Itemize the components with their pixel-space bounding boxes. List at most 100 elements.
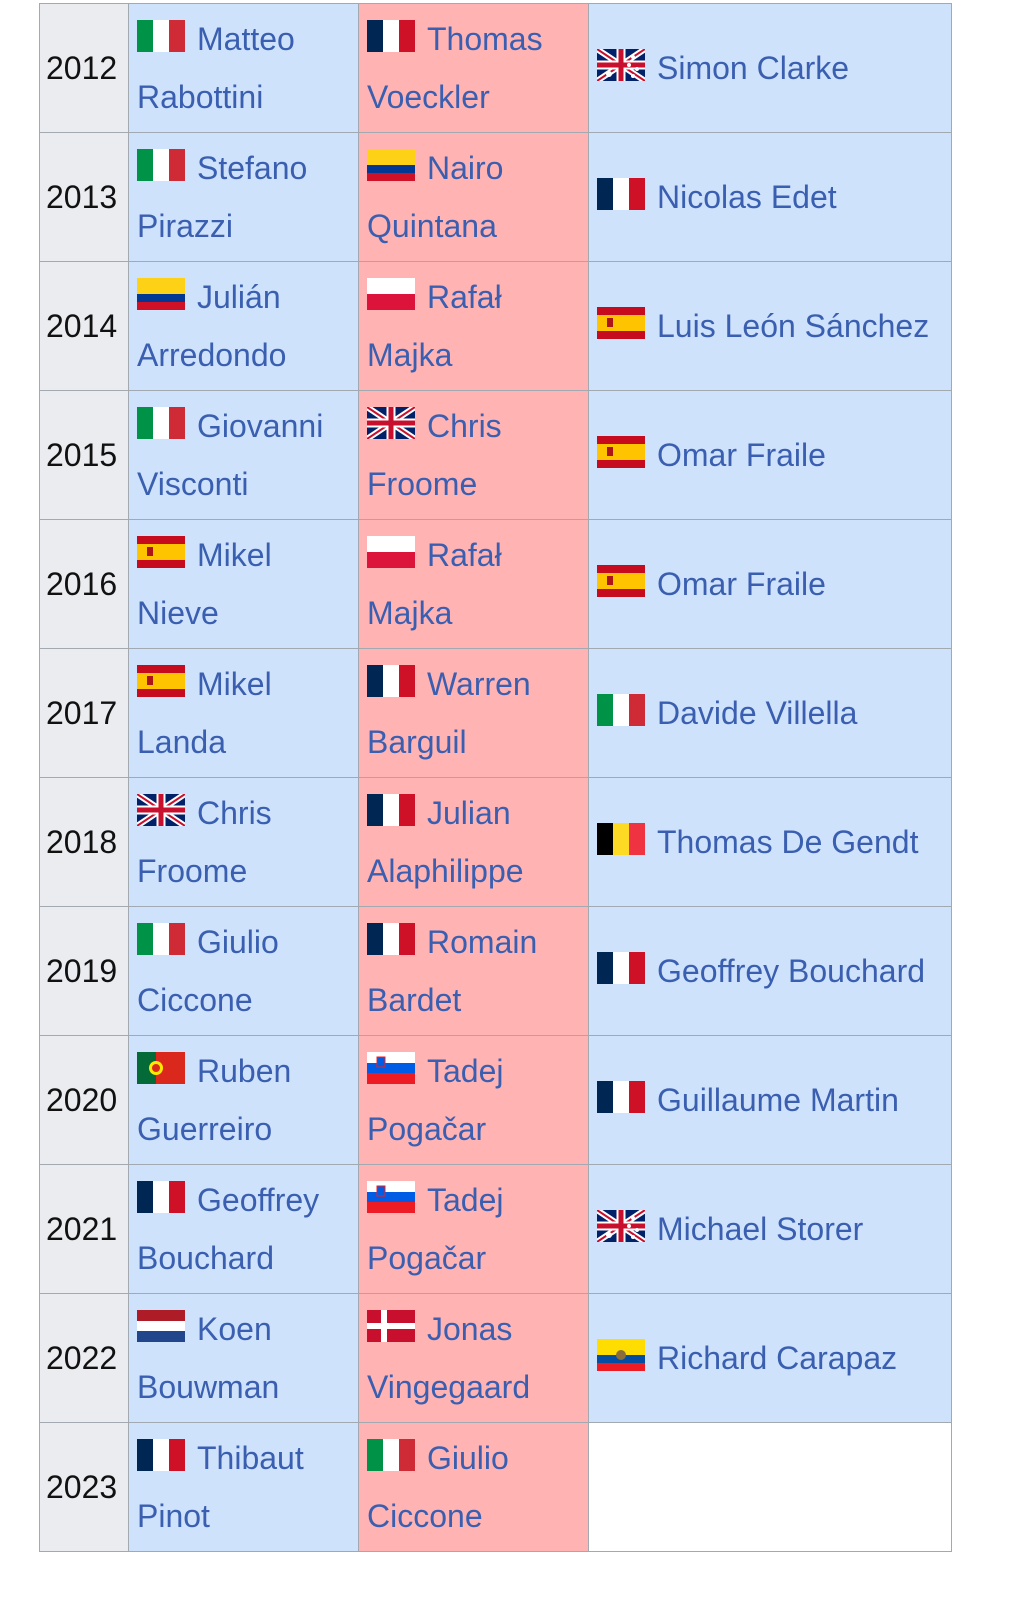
rider-link[interactable]: Julián Arredondo (137, 279, 287, 373)
rider-link[interactable]: Richard Carapaz (657, 1340, 898, 1376)
flag-colombia-icon (367, 149, 415, 181)
year-cell: 2017 (39, 648, 129, 778)
rider-cell: Nicolas Edet (588, 132, 952, 262)
rider-link[interactable]: Guillaume Martin (657, 1082, 899, 1118)
flag-france-icon (367, 665, 415, 697)
rider-link[interactable]: Stefano Pirazzi (137, 150, 308, 244)
rider-link[interactable]: Nicolas Edet (657, 179, 837, 215)
rider-cell: Mikel Nieve (128, 519, 359, 649)
rider-link[interactable]: Julian Alaphilippe (367, 795, 524, 889)
rider-link[interactable]: Thibaut Pinot (137, 1440, 304, 1534)
rider-cell: Luis León Sánchez (588, 261, 952, 391)
rider-link[interactable]: Nairo Quintana (367, 150, 504, 244)
rider-link[interactable]: Michael Storer (657, 1211, 864, 1247)
rider-link[interactable]: Jonas Vingegaard (367, 1311, 531, 1405)
rider-link[interactable]: Warren Barguil (367, 666, 531, 760)
year-cell: 2018 (39, 777, 129, 907)
rider-link[interactable]: Geoffrey Bouchard (137, 1182, 320, 1276)
rider-cell: Jonas Vingegaard (358, 1293, 589, 1423)
rider-link[interactable]: Thomas De Gendt (657, 824, 919, 860)
rider-cell: Rafał Majka (358, 261, 589, 391)
flag-uk-icon (137, 794, 185, 826)
year-cell: 2020 (39, 1035, 129, 1165)
rider-link[interactable]: Thomas Voeckler (367, 21, 543, 115)
rider-link[interactable]: Giovanni Visconti (137, 408, 324, 502)
rider-cell: Thomas De Gendt (588, 777, 952, 907)
rider-link[interactable]: Geoffrey Bouchard (657, 953, 926, 989)
flag-france-icon (367, 923, 415, 955)
flag-italy-icon (367, 1439, 415, 1471)
rider-link[interactable]: Rafał Majka (367, 279, 502, 373)
rider-cell: Romain Bardet (358, 906, 589, 1036)
rider-cell: Tadej Pogačar (358, 1164, 589, 1294)
rider-cell: Davide Villella (588, 648, 952, 778)
flag-poland-icon (367, 278, 415, 310)
rider-link[interactable]: Tadej Pogačar (367, 1053, 504, 1147)
flag-australia-icon (597, 1210, 645, 1242)
rider-cell: Mikel Landa (128, 648, 359, 778)
flag-australia-icon (597, 49, 645, 81)
table-row: 2012 Matteo Rabottini Thomas Voeckler Simon… (39, 3, 952, 133)
table-row: 2018 Chris Froome Julian Alaphilippe Thomas… (39, 777, 952, 907)
rider-link[interactable]: Giulio Ciccone (137, 924, 279, 1018)
table-row: 2014 Julián Arredondo Rafał Majka Luis León… (39, 261, 952, 391)
flag-spain-icon (137, 536, 185, 568)
rider-cell: Nairo Quintana (358, 132, 589, 262)
rider-cell: Ruben Guerreiro (128, 1035, 359, 1165)
rider-link[interactable]: Tadej Pogačar (367, 1182, 504, 1276)
flag-france-icon (137, 1439, 185, 1471)
flag-france-icon (597, 178, 645, 210)
flag-slovenia-icon (367, 1052, 415, 1084)
rider-link[interactable]: Giulio Ciccone (367, 1440, 509, 1534)
rider-cell: Geoffrey Bouchard (588, 906, 952, 1036)
flag-italy-icon (137, 923, 185, 955)
rider-link[interactable]: Chris Froome (137, 795, 272, 889)
rider-link[interactable]: Romain Bardet (367, 924, 538, 1018)
rider-cell: Giulio Ciccone (358, 1422, 589, 1552)
rider-link[interactable]: Omar Fraile (657, 566, 826, 602)
table-row: 2023 Thibaut Pinot Giulio Ciccone (39, 1422, 952, 1552)
empty-cell (588, 1422, 952, 1552)
rider-cell: Richard Carapaz (588, 1293, 952, 1423)
rider-link[interactable]: Koen Bouwman (137, 1311, 280, 1405)
flag-ecuador-icon (597, 1339, 645, 1371)
year-cell: 2014 (39, 261, 129, 391)
flag-italy-icon (137, 149, 185, 181)
rider-link[interactable]: Mikel Nieve (137, 537, 272, 631)
rider-link[interactable]: Davide Villella (657, 695, 858, 731)
table-row: 2015 Giovanni Visconti Chris Froome Omar Fr… (39, 390, 952, 520)
table-row: 2021 Geoffrey Bouchard Tadej Pogačar Michae… (39, 1164, 952, 1294)
table-row: 2019 Giulio Ciccone Romain Bardet Geoffrey … (39, 906, 952, 1036)
rider-cell: Warren Barguil (358, 648, 589, 778)
flag-spain-icon (597, 565, 645, 597)
rider-link[interactable]: Ruben Guerreiro (137, 1053, 292, 1147)
rider-link[interactable]: Rafał Majka (367, 537, 502, 631)
rider-cell: Guillaume Martin (588, 1035, 952, 1165)
rider-cell: Giovanni Visconti (128, 390, 359, 520)
rider-link[interactable]: Luis León Sánchez (657, 308, 930, 344)
flag-netherlands-icon (137, 1310, 185, 1342)
rider-cell: Geoffrey Bouchard (128, 1164, 359, 1294)
rider-cell: Giulio Ciccone (128, 906, 359, 1036)
rider-cell: Julian Alaphilippe (358, 777, 589, 907)
rider-link[interactable]: Chris Froome (367, 408, 502, 502)
rider-cell: Chris Froome (128, 777, 359, 907)
table-row: 2016 Mikel Nieve Rafał Majka Omar Fraile (39, 519, 952, 649)
flag-belgium-icon (597, 823, 645, 855)
rider-link[interactable]: Simon Clarke (657, 50, 850, 86)
rider-cell: Thibaut Pinot (128, 1422, 359, 1552)
rider-cell: Rafał Majka (358, 519, 589, 649)
flag-italy-icon (137, 407, 185, 439)
year-cell: 2023 (39, 1422, 129, 1552)
year-cell: 2013 (39, 132, 129, 262)
rider-cell: Tadej Pogačar (358, 1035, 589, 1165)
rider-cell: Omar Fraile (588, 519, 952, 649)
flag-france-icon (367, 794, 415, 826)
rider-cell: Koen Bouwman (128, 1293, 359, 1423)
rider-link[interactable]: Matteo Rabottini (137, 21, 295, 115)
rider-link[interactable]: Omar Fraile (657, 437, 826, 473)
rider-cell: Simon Clarke (588, 3, 952, 133)
flag-italy-icon (597, 694, 645, 726)
year-cell: 2015 (39, 390, 129, 520)
rider-link[interactable]: Mikel Landa (137, 666, 272, 760)
